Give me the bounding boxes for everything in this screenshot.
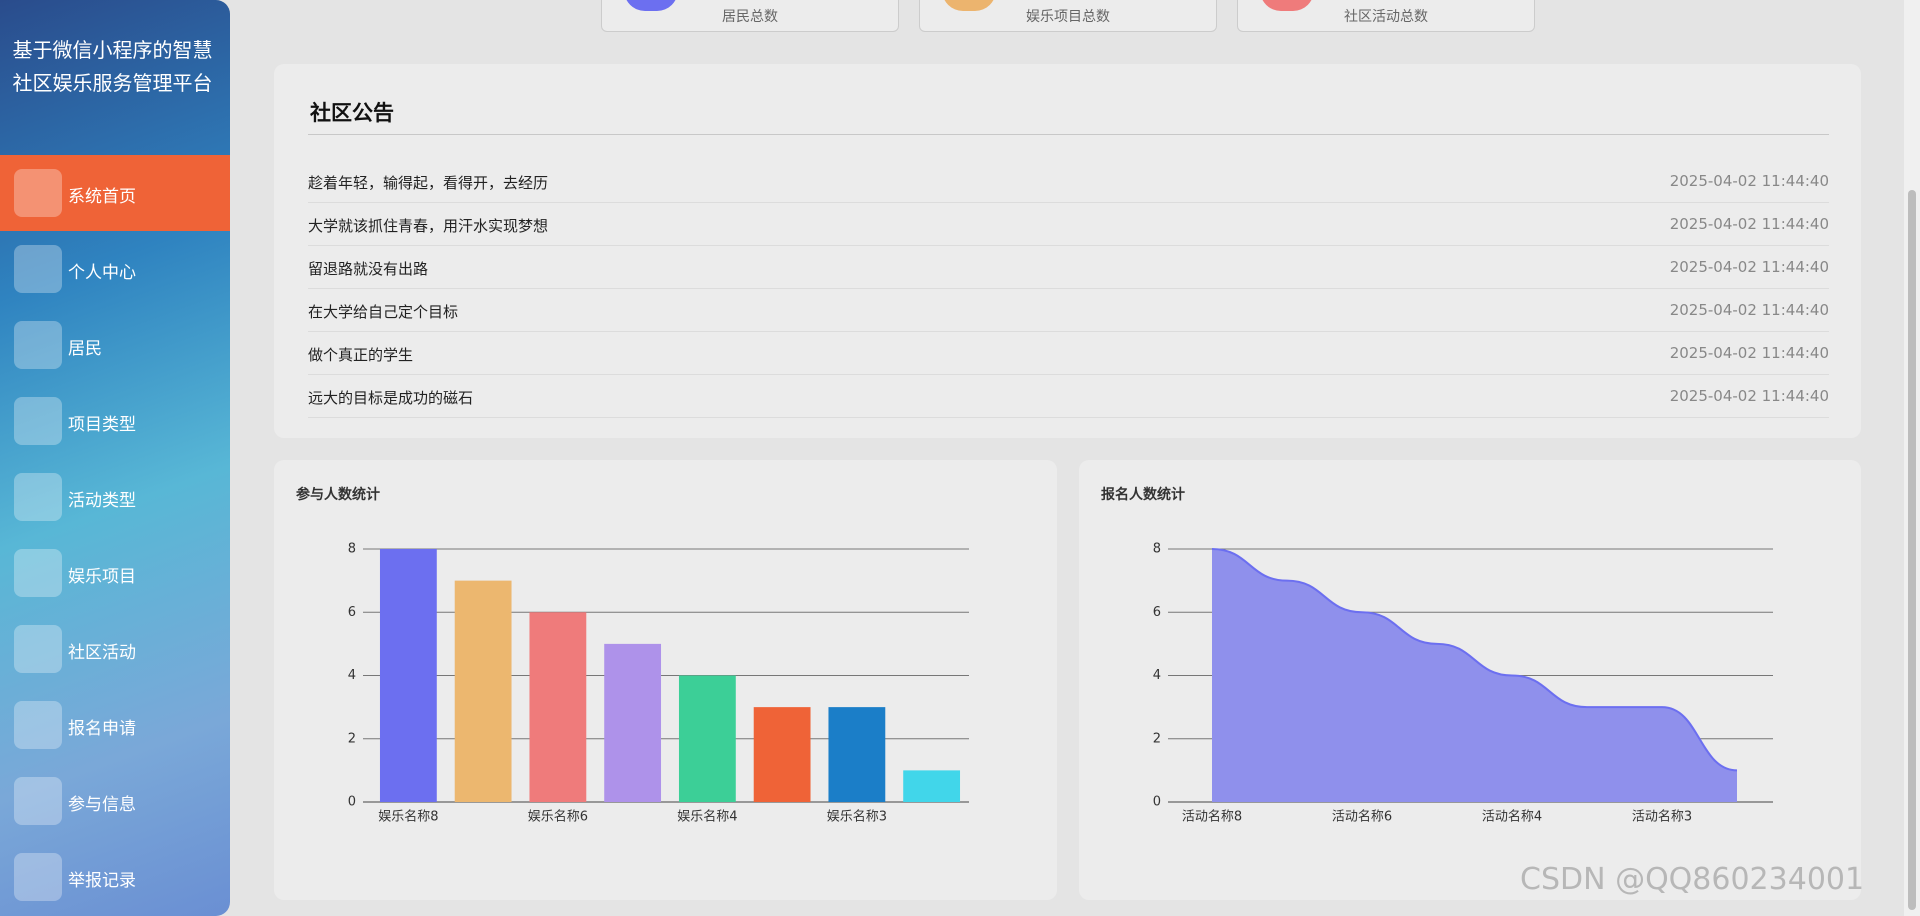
menu-icon (14, 245, 62, 293)
area (1212, 549, 1737, 802)
menu-label: 娱乐项目 (68, 567, 136, 587)
y-tick-label: 8 (1153, 542, 1161, 557)
menu-item[interactable]: 个人中心 (0, 231, 230, 307)
x-tick-label: 娱乐名称4 (677, 809, 737, 825)
bar (379, 549, 437, 802)
notice-time: 2025-04-02 11:44:40 (1669, 301, 1829, 319)
menu-label: 项目类型 (68, 415, 136, 435)
stat-card: 社区活动总数 (1237, 0, 1535, 32)
y-tick-label: 6 (1153, 605, 1161, 620)
y-tick-label: 0 (1153, 795, 1161, 810)
x-tick-label: 活动名称8 (1182, 809, 1242, 825)
app-title: 基于微信小程序的智慧社区娱乐服务管理平台 (12, 38, 213, 95)
menu-item[interactable]: 居民 (0, 307, 230, 383)
notice-text: 在大学给自己定个目标 (308, 303, 459, 321)
bar (678, 675, 736, 802)
bar (529, 612, 587, 802)
notice-row[interactable]: 远大的目标是成功的磁石 2025-04-02 11:44:40 (308, 374, 1829, 418)
line (1211, 548, 1738, 772)
menu-item[interactable]: 项目类型 (0, 383, 230, 459)
chart-title: 参与人数统计 (296, 486, 380, 503)
notice-text: 远大的目标是成功的磁石 (308, 389, 474, 407)
menu-label: 活动类型 (68, 491, 136, 511)
menu-icon (14, 701, 62, 749)
y-tick-label: 0 (348, 795, 356, 810)
bar (828, 707, 886, 802)
menu-icon (14, 853, 62, 901)
notice-text: 做个真正的学生 (308, 346, 414, 364)
notice-time: 2025-04-02 11:44:40 (1669, 172, 1829, 190)
menu-icon (14, 397, 62, 445)
stat-label: 社区活动总数 (1344, 9, 1428, 25)
y-tick-label: 2 (1153, 731, 1161, 746)
notice-text: 趁着年轻，输得起，看得开，去经历 (308, 174, 549, 192)
menu-label: 社区活动 (68, 643, 136, 663)
bar (454, 580, 512, 802)
chart-title: 报名人数统计 (1101, 486, 1185, 503)
notice-text: 留退路就没有出路 (308, 260, 429, 278)
scrollbar (1904, 0, 1920, 916)
menu-item[interactable]: 系统首页 (0, 155, 230, 231)
menu-icon (14, 777, 62, 825)
notice-panel: 社区公告 趁着年轻，输得起，看得开，去经历 2025-04-02 11:44:40… (274, 64, 1861, 438)
stat-icon (624, 0, 678, 11)
x-tick-label: 娱乐名称3 (827, 809, 887, 825)
notice-time: 2025-04-02 11:44:40 (1669, 258, 1829, 276)
notice-text: 大学就该抓住青春，用汗水实现梦想 (308, 217, 549, 235)
x-tick-label: 活动名称4 (1482, 809, 1542, 825)
sidebar: 基于微信小程序的智慧社区娱乐服务管理平台 系统首页个人中心居民项目类型活动类型娱… (0, 0, 230, 916)
x-tick-label: 娱乐名称8 (378, 809, 438, 825)
menu-item[interactable]: 娱乐项目 (0, 535, 230, 611)
menu-icon (14, 625, 62, 673)
bar (753, 707, 811, 802)
menu-item[interactable]: 活动类型 (0, 459, 230, 535)
notice-title: 社区公告 (310, 101, 394, 125)
y-tick-label: 4 (1153, 668, 1161, 683)
stat-label: 居民总数 (722, 9, 778, 25)
stat-icon (1260, 0, 1314, 11)
menu-item[interactable]: 报名申请 (0, 687, 230, 763)
y-tick-label: 8 (348, 542, 356, 557)
x-tick-label: 活动名称3 (1632, 809, 1692, 825)
menu-label: 居民 (68, 339, 102, 359)
stat-icon (942, 0, 996, 11)
stat-label: 娱乐项目总数 (1026, 9, 1110, 25)
menu-label: 举报记录 (68, 871, 136, 891)
notice-time: 2025-04-02 11:44:40 (1669, 387, 1829, 405)
menu-item[interactable]: 社区活动 (0, 611, 230, 687)
stat-card: 居民总数 (601, 0, 899, 32)
menu-icon (14, 473, 62, 521)
bar (903, 770, 961, 802)
y-tick-label: 4 (348, 668, 356, 683)
divider (308, 134, 1829, 135)
stat-card: 娱乐项目总数 (919, 0, 1217, 32)
scroll-thumb (1908, 190, 1916, 910)
menu-icon (14, 549, 62, 597)
menu-label: 个人中心 (68, 263, 136, 283)
menu-item[interactable]: 举报记录 (0, 839, 230, 915)
y-tick-label: 6 (348, 605, 356, 620)
menu-label: 系统首页 (68, 187, 136, 207)
menu-label: 报名申请 (68, 719, 136, 739)
menu-icon (14, 169, 62, 217)
notice-row[interactable]: 做个真正的学生 2025-04-02 11:44:40 (308, 331, 1829, 375)
notice-row[interactable]: 留退路就没有出路 2025-04-02 11:44:40 (308, 245, 1829, 289)
menu-icon (14, 321, 62, 369)
notice-time: 2025-04-02 11:44:40 (1669, 344, 1829, 362)
notice-row[interactable]: 在大学给自己定个目标 2025-04-02 11:44:40 (308, 288, 1829, 332)
watermark: CSDN @QQ860234001 (1520, 862, 1865, 897)
x-tick-label: 娱乐名称6 (528, 809, 588, 825)
notice-row[interactable]: 大学就该抓住青春，用汗水实现梦想 2025-04-02 11:44:40 (308, 202, 1829, 246)
menu-label: 参与信息 (68, 795, 136, 815)
x-tick-label: 活动名称6 (1332, 809, 1392, 825)
y-tick-label: 2 (348, 731, 356, 746)
notice-row[interactable]: 趁着年轻，输得起，看得开，去经历 2025-04-02 11:44:40 (308, 159, 1829, 203)
bar (604, 643, 662, 802)
notice-time: 2025-04-02 11:44:40 (1669, 215, 1829, 233)
menu-item[interactable]: 参与信息 (0, 763, 230, 839)
